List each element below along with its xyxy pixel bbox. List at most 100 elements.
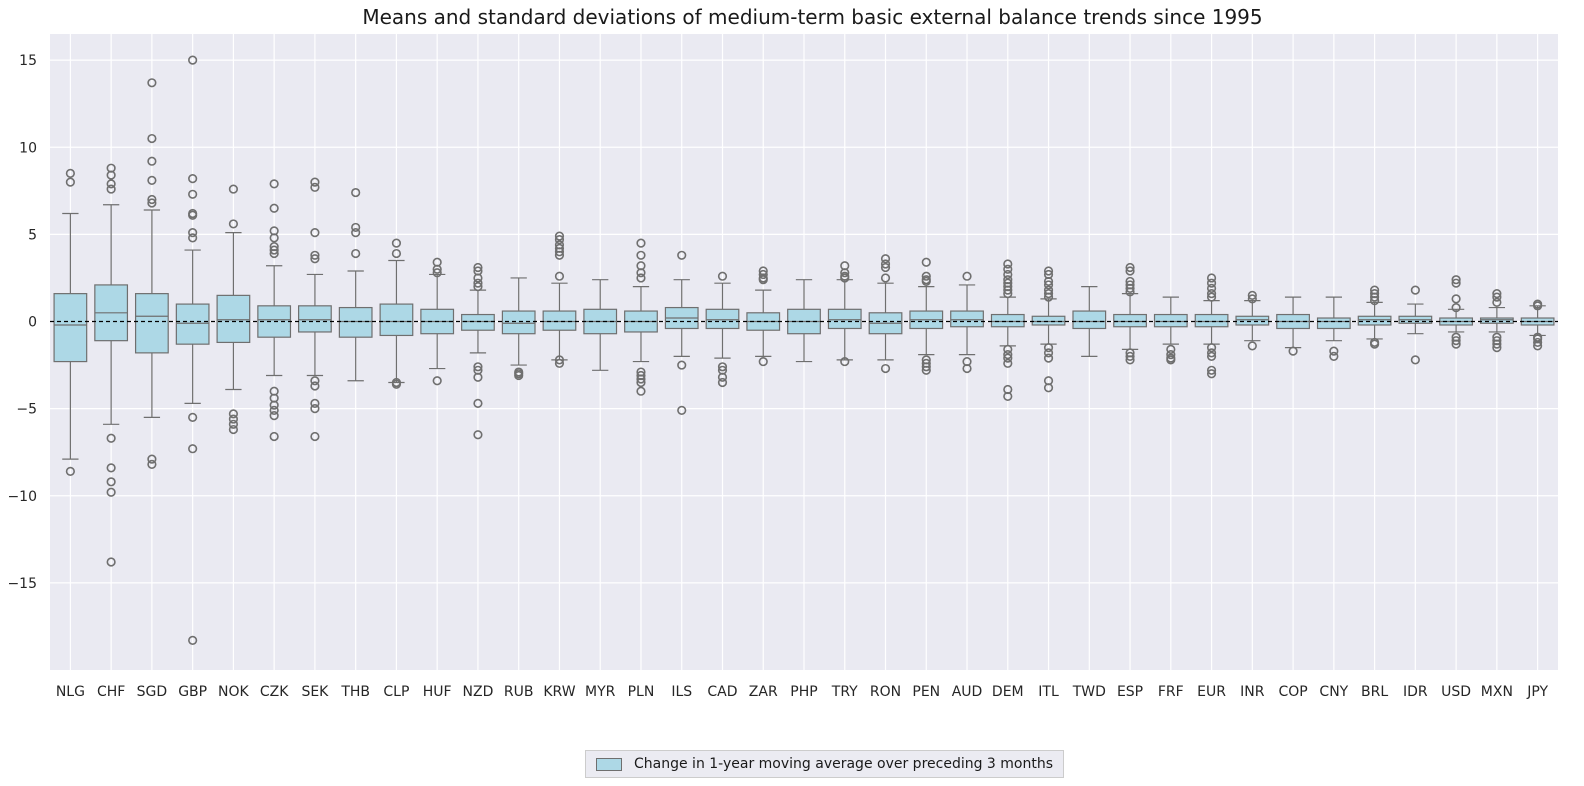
outlier-point xyxy=(880,273,891,283)
outlier-point xyxy=(188,635,198,645)
outlier-point xyxy=(269,405,279,415)
outlier-point xyxy=(147,133,157,144)
x-tick-label: BRL xyxy=(1361,684,1388,700)
outlier-point xyxy=(1003,391,1013,402)
outlier-point xyxy=(1451,336,1461,346)
x-tick-label: FRF xyxy=(1158,684,1184,700)
outlier-point xyxy=(65,466,75,476)
box-nlg xyxy=(53,168,88,476)
outlier-point xyxy=(351,228,361,238)
x-tick-label: GBP xyxy=(178,684,207,700)
outlier-point xyxy=(269,411,279,421)
outlier-point xyxy=(1043,266,1054,276)
outlier-point xyxy=(228,184,239,194)
x-tick-label: CHF xyxy=(97,684,125,700)
outlier-point xyxy=(1003,264,1013,274)
outlier-point xyxy=(1125,287,1135,297)
iqr-box xyxy=(827,308,862,330)
iqr-box xyxy=(1235,315,1270,326)
x-tick-label: ESP xyxy=(1117,684,1143,700)
chart-title: Means and standard deviations of medium-… xyxy=(362,5,1263,29)
iqr-box xyxy=(461,313,495,331)
box-mxn xyxy=(1479,289,1514,353)
outlier-point xyxy=(1166,355,1176,365)
x-tick-label: RON xyxy=(870,684,901,700)
outlier-point xyxy=(514,370,524,381)
y-axis: 15 10 5 0 −5 −10 −15 xyxy=(7,53,37,592)
iqr-box xyxy=(950,310,984,328)
outlier-point xyxy=(310,250,320,260)
outlier-point xyxy=(1166,350,1176,360)
outlier-point xyxy=(840,268,850,278)
box-clp xyxy=(379,238,414,389)
x-tick-label: SEK xyxy=(301,684,329,700)
outlier-point xyxy=(1003,358,1013,368)
outlier-point xyxy=(1003,289,1013,299)
outlier-point xyxy=(1206,369,1217,379)
outlier-point xyxy=(1247,290,1257,300)
box-frf xyxy=(1153,296,1188,365)
outlier-point xyxy=(1410,285,1420,295)
outlier-point xyxy=(758,356,768,367)
outlier-point xyxy=(188,412,198,422)
outlier-point xyxy=(106,477,116,487)
x-tick-label: ZAR xyxy=(749,684,778,700)
iqr-box xyxy=(705,308,740,330)
outlier-point xyxy=(1451,339,1461,349)
outlier-point xyxy=(473,362,483,372)
outlier-point xyxy=(1206,292,1217,302)
outlier-point xyxy=(554,247,565,257)
x-tick-label: DEM xyxy=(992,684,1024,700)
outlier-point xyxy=(554,271,565,281)
outlier-point xyxy=(758,275,768,285)
outlier-point xyxy=(1125,351,1135,361)
outlier-point xyxy=(1410,355,1420,365)
box-aud xyxy=(950,271,984,374)
outlier-point xyxy=(554,358,565,368)
outlier-point xyxy=(921,276,931,287)
iqr-box xyxy=(501,310,536,335)
x-tick-label: CAD xyxy=(707,684,737,700)
x-tick-label: PLN xyxy=(628,684,655,700)
y-tick-label: 15 xyxy=(19,53,37,69)
outlier-point xyxy=(1451,278,1461,288)
outlier-point xyxy=(880,259,891,269)
outlier-point xyxy=(65,168,75,178)
outlier-point xyxy=(269,245,279,255)
outlier-point xyxy=(269,203,279,213)
outlier-point xyxy=(1206,289,1217,299)
outlier-point xyxy=(1206,283,1217,294)
x-tick-label: JPY xyxy=(1526,684,1548,700)
box-pen xyxy=(909,257,944,375)
x-tick-label: CLP xyxy=(383,684,409,700)
outlier-point xyxy=(188,233,198,243)
x-tick-label: MXN xyxy=(1481,684,1513,700)
outlier-point xyxy=(432,376,442,386)
outlier-point xyxy=(717,377,728,388)
box-rub xyxy=(501,277,536,381)
iqr-box xyxy=(216,294,251,344)
outlier-point xyxy=(1369,295,1380,306)
outlier-point xyxy=(391,379,402,389)
x-tick-label: NOK xyxy=(218,684,249,700)
x-tick-label: ITL xyxy=(1038,684,1059,700)
outlier-point xyxy=(677,405,687,415)
outlier-point xyxy=(1206,278,1217,288)
outlier-point xyxy=(391,248,402,259)
box-brl xyxy=(1357,285,1392,349)
outlier-point xyxy=(1003,269,1013,280)
outlier-point xyxy=(188,174,198,184)
outlier-point xyxy=(554,231,565,241)
outlier-point xyxy=(636,374,646,384)
outlier-point xyxy=(269,179,279,189)
outlier-point xyxy=(921,365,931,375)
outlier-point xyxy=(1125,355,1135,365)
outlier-point xyxy=(310,254,320,264)
box-dem xyxy=(990,259,1025,402)
outlier-point xyxy=(636,268,646,278)
y-tick-label: 0 xyxy=(28,315,37,331)
iqr-box xyxy=(134,293,169,354)
outlier-point xyxy=(1492,289,1502,299)
x-axis: NLG CHF SGD GBP NOK CZK SEK THB CLP HUF NZD RUB KRW M… xyxy=(56,684,1549,700)
